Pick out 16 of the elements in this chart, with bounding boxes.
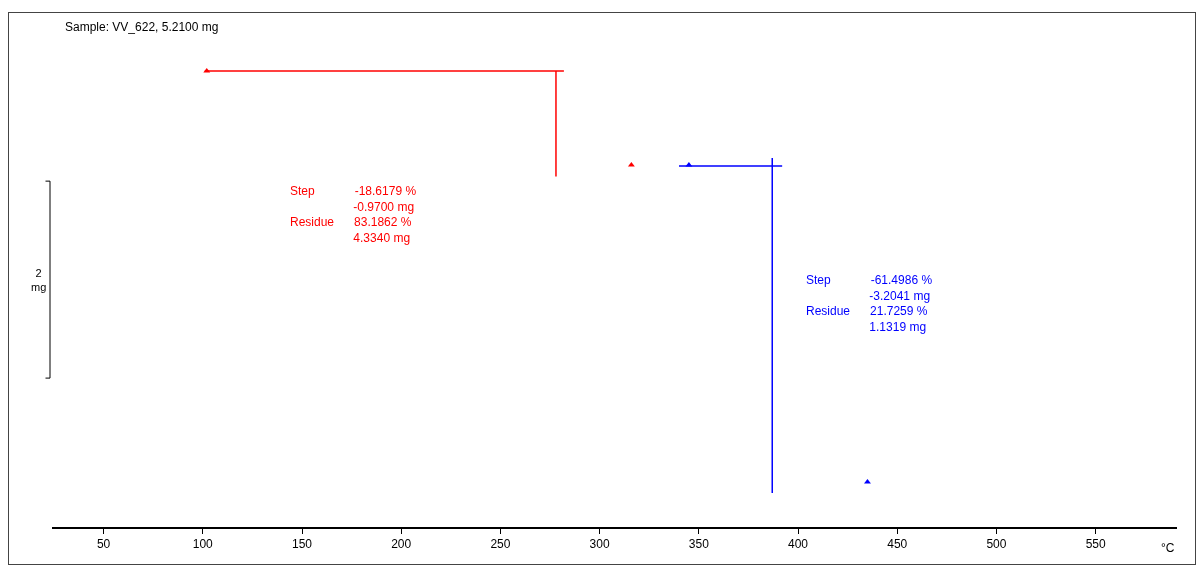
- x-axis-title: °C: [1161, 541, 1175, 555]
- annotation: Step -61.4986 % -3.2041 mg Residue 21.7259 % 1.1319 mg: [806, 273, 933, 334]
- x-tick-label: 100: [192, 536, 214, 551]
- text: Sample: VV_622, 5.2100 mg: [65, 20, 219, 34]
- x-tick-label: 150: [291, 536, 313, 551]
- x-tick-label: 450: [887, 536, 908, 551]
- x-tick-label: 500: [986, 536, 1007, 551]
- x-tick-label: 350: [688, 536, 710, 551]
- annotation: Step -18.6179 % -0.9700 mg Residue 83.1862 % 4.3340 mg: [290, 184, 417, 245]
- x-tick-label: 550: [1085, 536, 1106, 551]
- y-axis-title: 2 mg: [31, 267, 47, 294]
- x-tick-label: 300: [589, 536, 610, 551]
- x-tick-label: 250: [490, 536, 511, 551]
- x-tick-label: 400: [788, 536, 809, 551]
- x-tick-label: 50: [96, 536, 111, 551]
- x-tick-label: 200: [391, 536, 412, 551]
